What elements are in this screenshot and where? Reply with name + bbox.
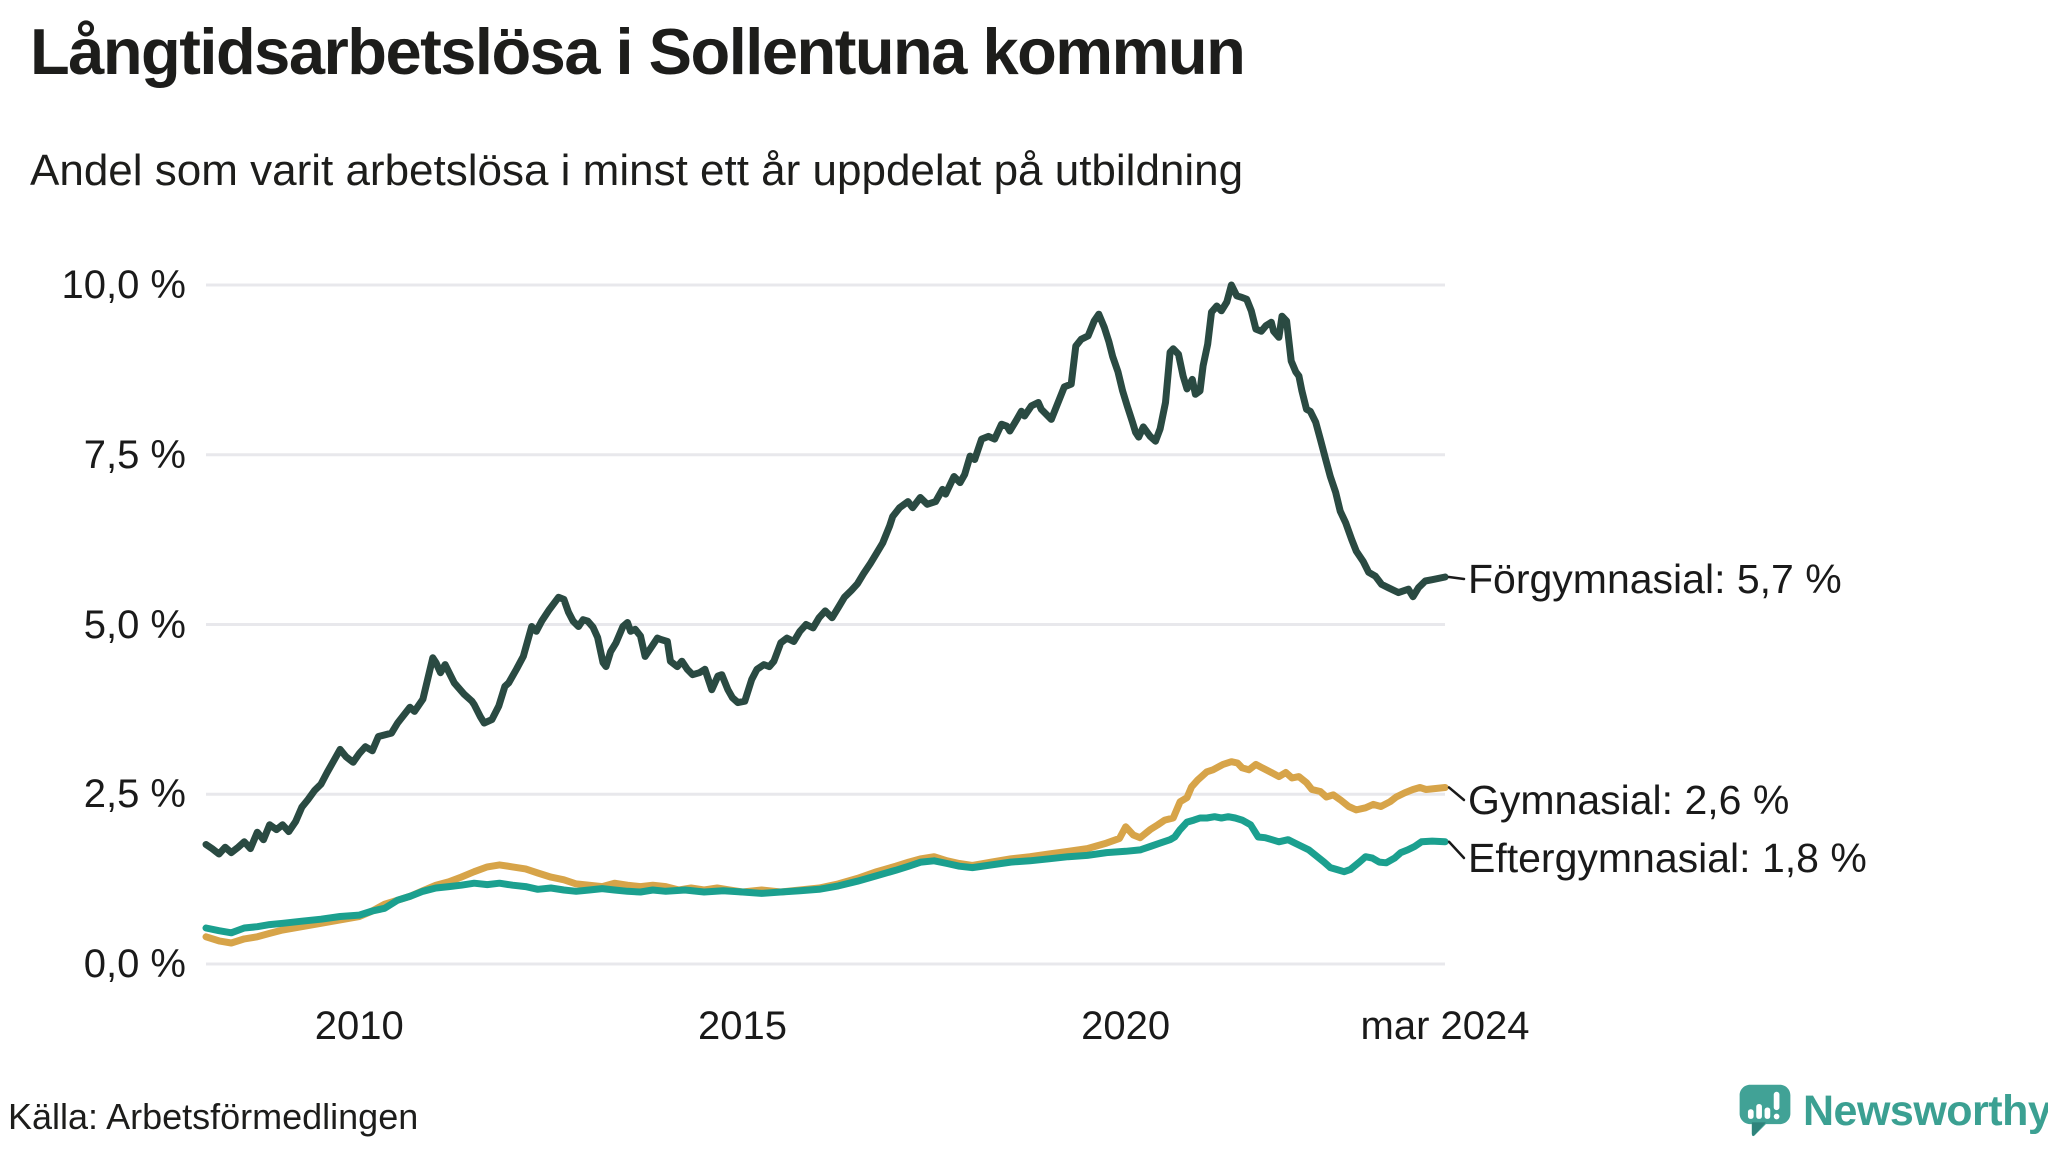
label-leader-line (1447, 840, 1466, 860)
x-tick-label: 2020 (1081, 1004, 1171, 1048)
series-line-gymnasial (202, 758, 1449, 947)
newsworthy-logo-icon (1739, 1084, 1791, 1137)
series-end-label-gymnasial: Gymnasial: 2,6 % (1468, 777, 1790, 823)
chart-title: Långtidsarbetslösa i Sollentuna kommun (30, 15, 1246, 88)
source-label: Källa: Arbetsförmedlingen (8, 1096, 419, 1137)
x-tick-label: 2010 (314, 1004, 404, 1048)
newsworthy-logo-text: Newsworthy (1803, 1086, 2048, 1135)
series-end-label-eftergymnasial: Eftergymnasial: 1,8 % (1468, 835, 1867, 881)
newsworthy-logo: Newsworthy (1737, 1082, 2048, 1140)
series-line-forgymnasial (202, 281, 1449, 858)
label-leader-line (1447, 575, 1466, 581)
series-line-eftergymnasial (202, 813, 1449, 937)
y-tick-label: 0,0 % (83, 942, 186, 986)
chart-subtitle: Andel som varit arbetslösa i minst ett å… (30, 146, 1244, 195)
y-tick-label: 2,5 % (83, 772, 186, 817)
series-end-label-forgymnasial: Förgymnasial: 5,7 % (1468, 556, 1842, 602)
y-tick-label: 5,0 % (83, 602, 186, 647)
x-tick-label: 2015 (697, 1004, 787, 1048)
x-tick-label: mar 2024 (1360, 1004, 1530, 1048)
y-tick-label: 10,0 % (61, 263, 186, 307)
y-tick-label: 7,5 % (83, 432, 186, 477)
label-leader-line (1447, 786, 1466, 802)
